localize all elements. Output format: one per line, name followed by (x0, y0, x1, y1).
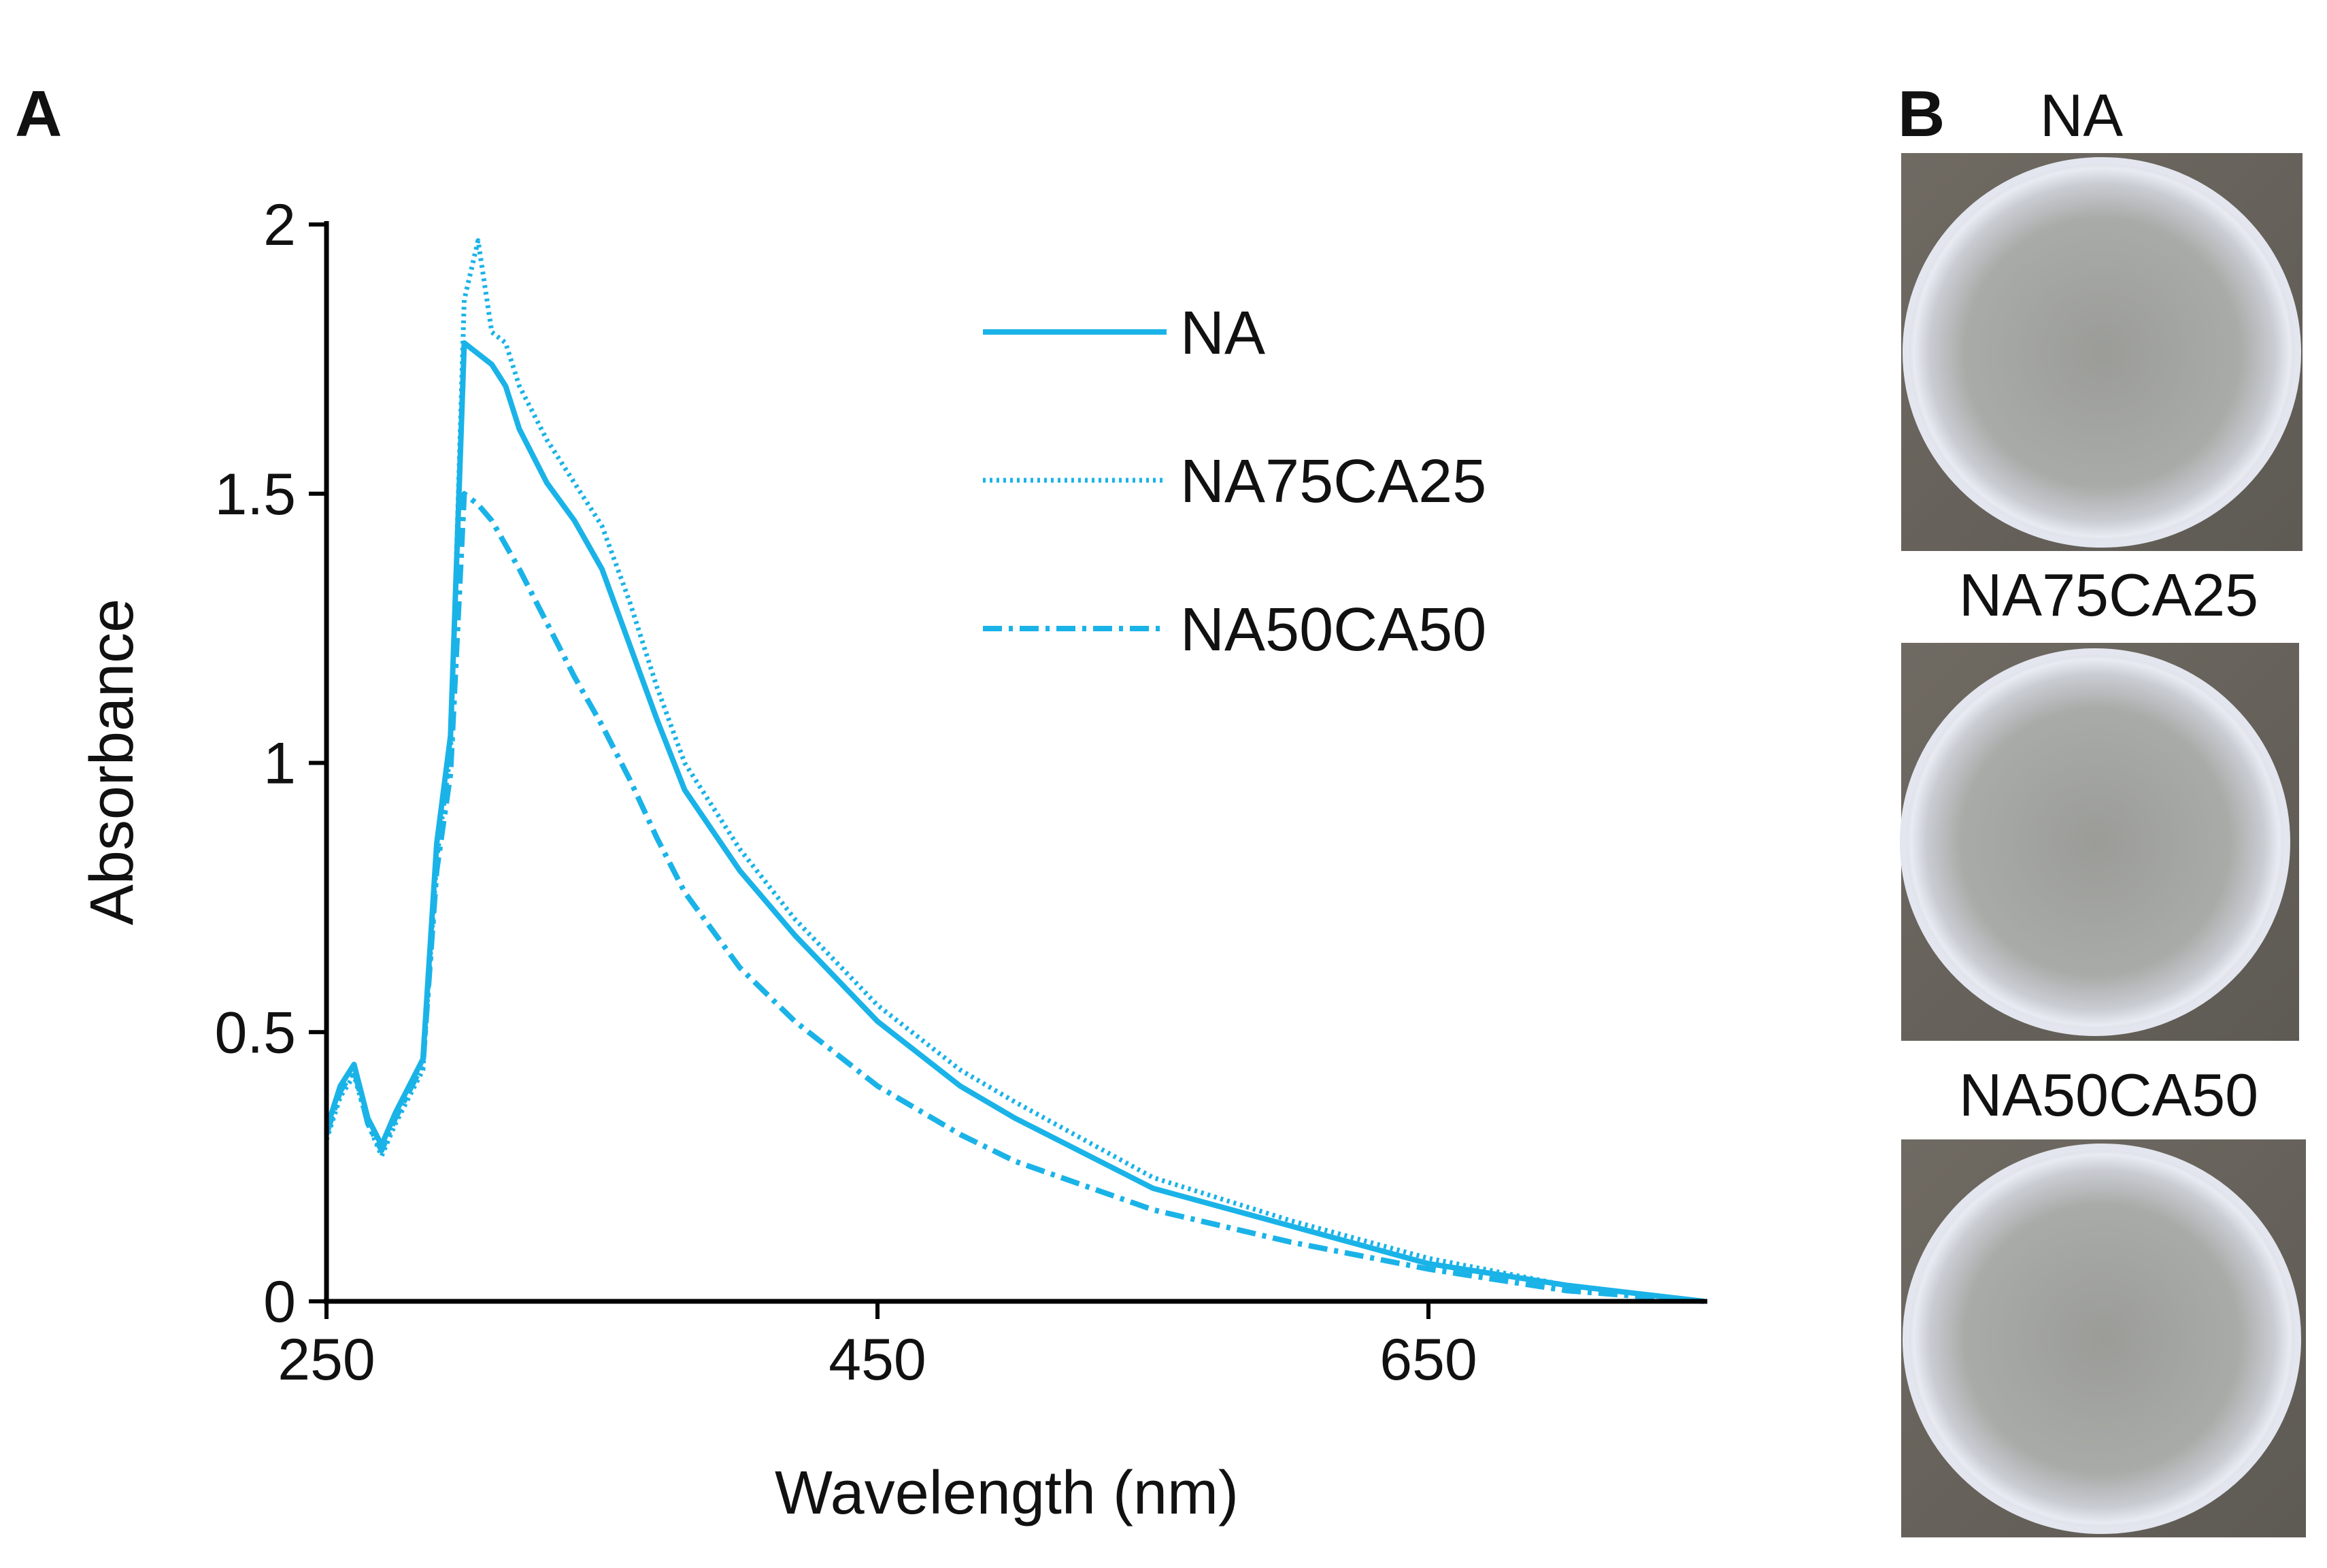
x-tick-label: 650 (1379, 1327, 1477, 1392)
y-tick-label: 2 (263, 193, 296, 258)
dish-na75ca25 (1900, 648, 2290, 1036)
y-axis-title: Absorbance (78, 599, 146, 925)
dish-na (1903, 157, 2301, 548)
sample-photos: NA NA75CA25 NA50CA50 (1900, 82, 2306, 1537)
photo-label-na50ca50: NA50CA50 (1959, 1061, 2258, 1129)
series-na-line (324, 340, 1705, 1304)
y-tick-label: 0.5 (214, 1000, 296, 1065)
legend-label-na75ca25: NA75CA25 (1180, 448, 1486, 516)
panel-a-label: A (15, 78, 62, 150)
absorbance-chart: 0 0.5 1 1.5 2 250 450 650 Wavelength (nm) Abso… (78, 193, 1707, 1527)
y-tick-label: 0 (263, 1269, 296, 1335)
y-tick-label: 1.5 (214, 462, 296, 527)
series-na50ca50-line (324, 490, 1705, 1304)
legend-label-na: NA (1180, 299, 1265, 367)
y-ticks: 0 0.5 1 1.5 2 (214, 193, 327, 1335)
photo-label-na: NA (2040, 82, 2124, 149)
dish-na50ca50 (1903, 1144, 2301, 1534)
x-axis-title: Wavelength (nm) (775, 1459, 1239, 1527)
y-tick-label: 1 (263, 731, 296, 797)
x-tick-label: 250 (278, 1327, 375, 1392)
x-tick-label: 450 (828, 1327, 926, 1392)
panel-b-label: B (1898, 78, 1945, 150)
photo-label-na75ca25: NA75CA25 (1959, 561, 2258, 629)
series-na75ca25-line (324, 238, 1705, 1304)
legend-label-na50ca50: NA50CA50 (1180, 596, 1486, 664)
legend: NA NA75CA25 NA50CA50 (983, 299, 1486, 664)
x-ticks: 250 450 650 (278, 1301, 1477, 1392)
series-layer (324, 238, 1705, 1304)
